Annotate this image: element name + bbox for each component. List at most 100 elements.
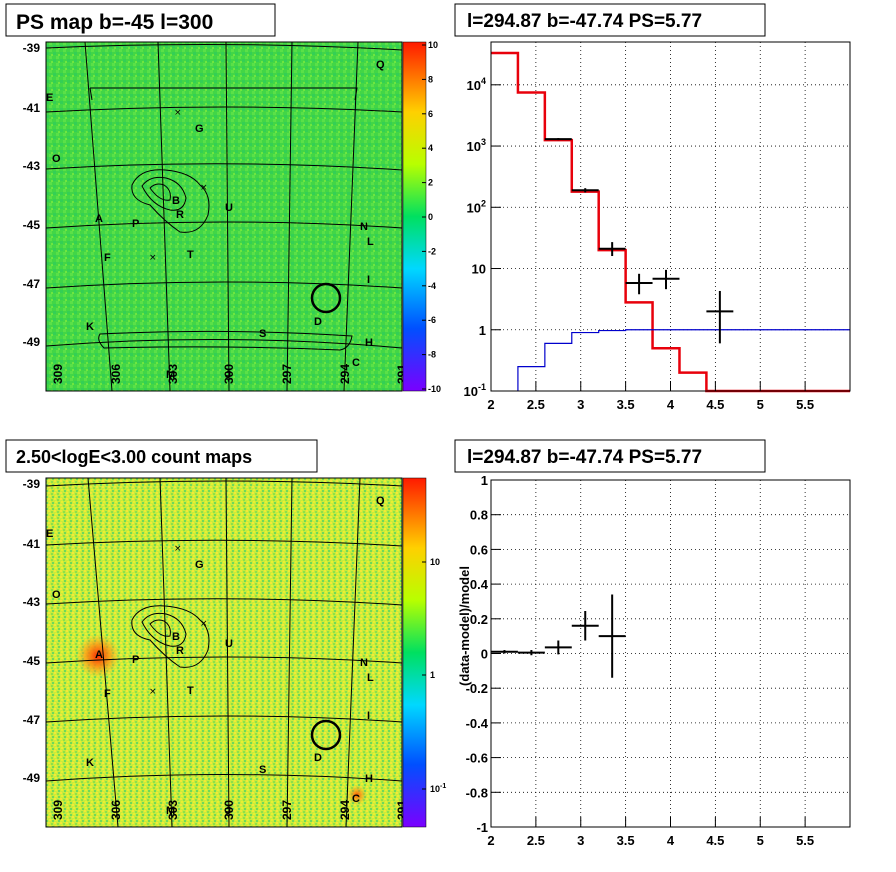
spectrum-title: l=294.87 b=-47.74 PS=5.77 (467, 11, 702, 32)
count-map-frame (45, 477, 403, 828)
residual-x-tick-label: 3 (577, 833, 584, 848)
ps-map-y-tick-label: -49 (23, 335, 41, 349)
ps-map-source-label-n: N (360, 221, 368, 233)
count-map-source-labels: Q E G O BR U A P NL F T I D K S H M J C (46, 495, 385, 817)
spectrum-data-point (598, 242, 626, 257)
ps-colorbar-tick-label: -4 (428, 281, 436, 291)
count-colorbar-labels: 10 1 10-1 (422, 557, 446, 794)
residual-data-point (598, 594, 626, 678)
ps-colorbar-tick-label: 2 (428, 178, 433, 188)
ps-map-y-tick-label: -47 (23, 277, 41, 291)
spectrum-data-point (625, 273, 653, 295)
ps-map-source-label-a: A (95, 213, 103, 225)
count-colorbar-label-10: 10 (430, 557, 440, 567)
spectrum-background-line (517, 329, 850, 391)
count-map-panel: × × × Q E G O BR U A P NL F T I D K S H M J C -39 -41 -43 -45… (23, 477, 409, 828)
ps-colorbar-tick-label: 8 (428, 74, 433, 84)
count-map-source-label-u: U (225, 638, 233, 650)
spectrum-data-point (706, 290, 734, 344)
spectrum-y-tick-label: 10-1 (464, 382, 486, 399)
residual-y-tick-label: -0.6 (466, 751, 488, 766)
spectrum-data-point (544, 138, 572, 141)
residual-y-tick-label: 1 (481, 473, 488, 488)
count-map-source-label-t: T (187, 685, 194, 697)
spectrum-y-tick-label: 102 (467, 198, 486, 215)
ps-map-markers: × × × (149, 108, 208, 263)
count-map-source-label-m: M (166, 805, 175, 817)
residual-data-point (517, 650, 545, 656)
ps-colorbar-tick-label: 4 (428, 143, 433, 153)
ps-map-x-tick-label: 303 (166, 364, 180, 384)
ps-map-source-label-d: D (314, 316, 322, 328)
ps-map-source-label-o: O (52, 153, 61, 165)
spectrum-data-point (652, 269, 680, 290)
residual-data-points (491, 594, 626, 678)
ps-map-frame (45, 41, 403, 392)
residual-y-axis: 1 0.8 0.6 0.4 0.2 0 -0.2 -0.4 -0.6 -0.8 -1 (466, 473, 501, 835)
count-map-source-label-g: G (195, 559, 204, 571)
spectrum-x-tick-label: 5.5 (796, 397, 814, 412)
residual-y-tick-label: 0.6 (470, 542, 488, 557)
residual-x-tick-label: 2 (487, 833, 494, 848)
spectrum-x-tick-label: 2.5 (527, 397, 545, 412)
ps-map-source-label-i: I (367, 274, 370, 286)
residual-x-tick-label: 3.5 (617, 833, 635, 848)
count-map-title: 2.50<logE<3.00 count maps (16, 447, 252, 467)
ps-map-source-label-t: T (187, 249, 194, 261)
ps-map-colorbar: 10 8 6 4 2 0 -2 -4 -6 -8 -10 (402, 40, 441, 394)
residual-y-axis-title: (data-model)/model (457, 566, 472, 686)
ps-map-source-label-s: S (259, 328, 266, 340)
count-map-y-tick-label: -47 (23, 713, 41, 727)
count-map-source-label-s: S (259, 764, 266, 776)
ps-map-source-label-u: U (225, 202, 233, 214)
spectrum-x-tick-label: 4 (667, 397, 675, 412)
residual-x-tick-label: 4 (667, 833, 675, 848)
ps-map-source-label-g: G (195, 123, 204, 135)
residual-title-box: l=294.87 b=-47.74 PS=5.77 (454, 439, 766, 473)
residual-panel: 1 0.8 0.6 0.4 0.2 0 -0.2 -0.4 -0.6 -0.8 -1 2 2.5 3 3.… (457, 473, 851, 848)
ps-map-source-label-f: F (104, 252, 111, 264)
count-map-source-label-a: A (95, 649, 103, 661)
ps-map-x-axis: 309 306 303 300 297 294 291 (51, 364, 409, 384)
svg-text:×: × (174, 544, 182, 554)
svg-text:×: × (149, 687, 157, 697)
count-map-hotspot-a (76, 634, 120, 678)
spectrum-data-points (544, 138, 734, 344)
count-map-colorbar: 10 1 10-1 (402, 477, 446, 828)
residual-data-point (491, 650, 518, 654)
count-map-y-tick-label: -41 (23, 537, 41, 551)
count-map-source-label-o: O (52, 589, 61, 601)
spectrum-x-tick-label: 4.5 (706, 397, 724, 412)
spectrum-x-tick-label: 3 (577, 397, 584, 412)
ps-colorbar-tick-label: 6 (428, 109, 433, 119)
ps-map-x-tick-label: 306 (109, 364, 123, 384)
count-map-title-box: 2.50<logE<3.00 count maps (5, 439, 318, 473)
ps-map-x-tick-label: 297 (280, 364, 294, 384)
ps-map-source-label-r: R (176, 209, 184, 221)
residual-y-tick-label: -1 (476, 820, 488, 835)
count-map-x-tick-label: 294 (338, 800, 352, 820)
ps-map-y-axis: -39 -41 -43 -45 -47 -49 (23, 41, 41, 349)
count-map-source-label-k: K (86, 757, 94, 769)
count-map-y-tick-label: -39 (23, 477, 41, 491)
ps-map-source-label-l: L (367, 236, 374, 248)
spectrum-data-point (571, 188, 599, 193)
spectrum-x-axis: 2 2.5 3 3.5 4 4.5 5 5.5 (487, 381, 814, 412)
ps-map-source-label-c: C (352, 357, 360, 369)
ps-map-y-tick-label: -41 (23, 101, 41, 115)
spectrum-x-tick-label: 3.5 (617, 397, 635, 412)
count-map-source-label-j: J (225, 805, 231, 817)
count-map-y-tick-label: -43 (23, 595, 41, 609)
count-map-x-tick-label: 306 (109, 800, 123, 820)
residual-y-tick-label: -0.8 (466, 785, 488, 800)
count-map-source-label-c: C (352, 793, 360, 805)
residual-data-point (544, 640, 572, 655)
count-map-source-label-e: E (46, 528, 53, 540)
count-map-source-label-l: L (367, 672, 374, 684)
spectrum-plot-area (491, 42, 850, 391)
spectrum-y-tick-label: 104 (467, 76, 486, 93)
count-map-source-label-r: R (176, 645, 184, 657)
spectrum-background-histogram (517, 329, 850, 391)
ps-map-y-tick-label: -43 (23, 159, 41, 173)
residual-data-point (571, 610, 599, 641)
